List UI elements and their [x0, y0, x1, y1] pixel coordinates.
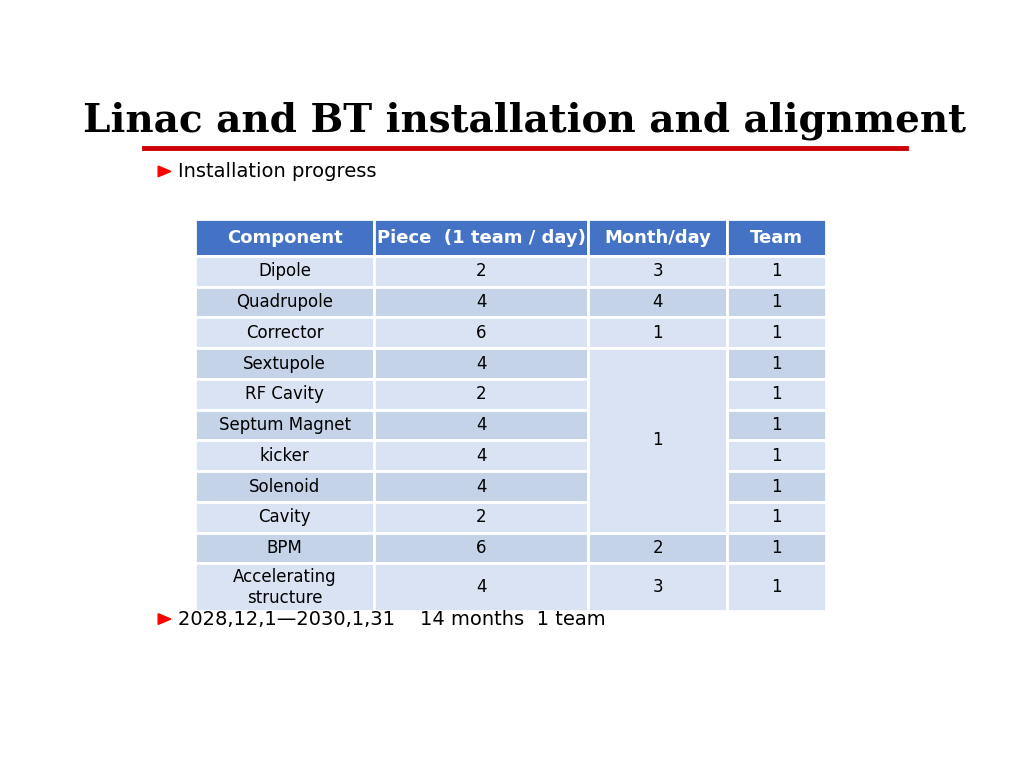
FancyBboxPatch shape — [727, 441, 826, 472]
FancyBboxPatch shape — [374, 317, 588, 348]
Text: Linac and BT installation and alignment: Linac and BT installation and alignment — [83, 101, 967, 140]
FancyBboxPatch shape — [588, 348, 727, 533]
Text: 2: 2 — [476, 263, 486, 280]
FancyBboxPatch shape — [374, 533, 588, 564]
Text: kicker: kicker — [260, 447, 309, 465]
FancyBboxPatch shape — [588, 533, 727, 564]
FancyBboxPatch shape — [727, 256, 826, 286]
FancyBboxPatch shape — [727, 379, 826, 409]
FancyBboxPatch shape — [374, 502, 588, 533]
FancyBboxPatch shape — [196, 379, 374, 409]
Text: BPM: BPM — [267, 539, 303, 557]
Text: Sextupole: Sextupole — [244, 355, 327, 372]
Polygon shape — [158, 614, 171, 624]
Text: Quadrupole: Quadrupole — [237, 293, 333, 311]
FancyBboxPatch shape — [374, 409, 588, 441]
Text: 2: 2 — [476, 508, 486, 526]
FancyBboxPatch shape — [374, 379, 588, 409]
FancyBboxPatch shape — [196, 441, 374, 472]
Text: 1: 1 — [771, 293, 782, 311]
Text: Accelerating
structure: Accelerating structure — [232, 568, 337, 607]
FancyBboxPatch shape — [196, 564, 374, 611]
Text: 4: 4 — [476, 578, 486, 596]
Text: RF Cavity: RF Cavity — [246, 386, 325, 403]
FancyBboxPatch shape — [727, 220, 826, 256]
Text: 1: 1 — [771, 416, 782, 434]
Text: 2: 2 — [476, 386, 486, 403]
Text: 4: 4 — [476, 478, 486, 495]
Text: Month/day: Month/day — [604, 229, 711, 247]
FancyBboxPatch shape — [374, 256, 588, 286]
Text: 1: 1 — [771, 578, 782, 596]
FancyBboxPatch shape — [374, 564, 588, 611]
FancyBboxPatch shape — [727, 286, 826, 317]
FancyBboxPatch shape — [196, 348, 374, 379]
FancyBboxPatch shape — [196, 409, 374, 441]
Text: Corrector: Corrector — [246, 324, 324, 342]
Text: 1: 1 — [771, 508, 782, 526]
Text: 4: 4 — [476, 447, 486, 465]
FancyBboxPatch shape — [374, 441, 588, 472]
Text: 1: 1 — [771, 478, 782, 495]
Text: 6: 6 — [476, 324, 486, 342]
Text: 2028,12,1—2030,1,31    14 months  1 team: 2028,12,1—2030,1,31 14 months 1 team — [178, 610, 605, 628]
Text: 1: 1 — [771, 355, 782, 372]
FancyBboxPatch shape — [588, 317, 727, 348]
FancyBboxPatch shape — [374, 348, 588, 379]
Text: 1: 1 — [771, 263, 782, 280]
Text: 1: 1 — [652, 432, 664, 449]
Text: 4: 4 — [476, 293, 486, 311]
Text: 2: 2 — [652, 539, 664, 557]
FancyBboxPatch shape — [196, 286, 374, 317]
FancyBboxPatch shape — [196, 317, 374, 348]
Text: 1: 1 — [771, 386, 782, 403]
Text: Team: Team — [751, 229, 803, 247]
FancyBboxPatch shape — [727, 533, 826, 564]
Text: Installation progress: Installation progress — [178, 162, 377, 181]
FancyBboxPatch shape — [588, 256, 727, 286]
Text: 1: 1 — [771, 539, 782, 557]
FancyBboxPatch shape — [374, 220, 588, 256]
Text: 4: 4 — [476, 416, 486, 434]
FancyBboxPatch shape — [374, 472, 588, 502]
Text: Dipole: Dipole — [258, 263, 311, 280]
Text: Septum Magnet: Septum Magnet — [219, 416, 351, 434]
Text: 4: 4 — [652, 293, 663, 311]
FancyBboxPatch shape — [588, 564, 727, 611]
FancyBboxPatch shape — [727, 348, 826, 379]
FancyBboxPatch shape — [196, 220, 374, 256]
FancyBboxPatch shape — [196, 533, 374, 564]
Text: Piece  (1 team / day): Piece (1 team / day) — [377, 229, 586, 247]
Text: 4: 4 — [476, 355, 486, 372]
FancyBboxPatch shape — [374, 286, 588, 317]
FancyBboxPatch shape — [588, 286, 727, 317]
FancyBboxPatch shape — [727, 317, 826, 348]
FancyBboxPatch shape — [727, 502, 826, 533]
Text: 6: 6 — [476, 539, 486, 557]
Text: 3: 3 — [652, 263, 664, 280]
FancyBboxPatch shape — [196, 256, 374, 286]
Text: Solenoid: Solenoid — [249, 478, 321, 495]
FancyBboxPatch shape — [727, 409, 826, 441]
FancyBboxPatch shape — [727, 472, 826, 502]
FancyBboxPatch shape — [196, 472, 374, 502]
Text: 1: 1 — [771, 324, 782, 342]
Text: Cavity: Cavity — [258, 508, 311, 526]
FancyBboxPatch shape — [196, 502, 374, 533]
Text: 3: 3 — [652, 578, 664, 596]
Text: 1: 1 — [771, 447, 782, 465]
FancyBboxPatch shape — [588, 220, 727, 256]
Text: Component: Component — [227, 229, 343, 247]
Text: 1: 1 — [652, 324, 664, 342]
Polygon shape — [158, 166, 171, 177]
FancyBboxPatch shape — [727, 564, 826, 611]
